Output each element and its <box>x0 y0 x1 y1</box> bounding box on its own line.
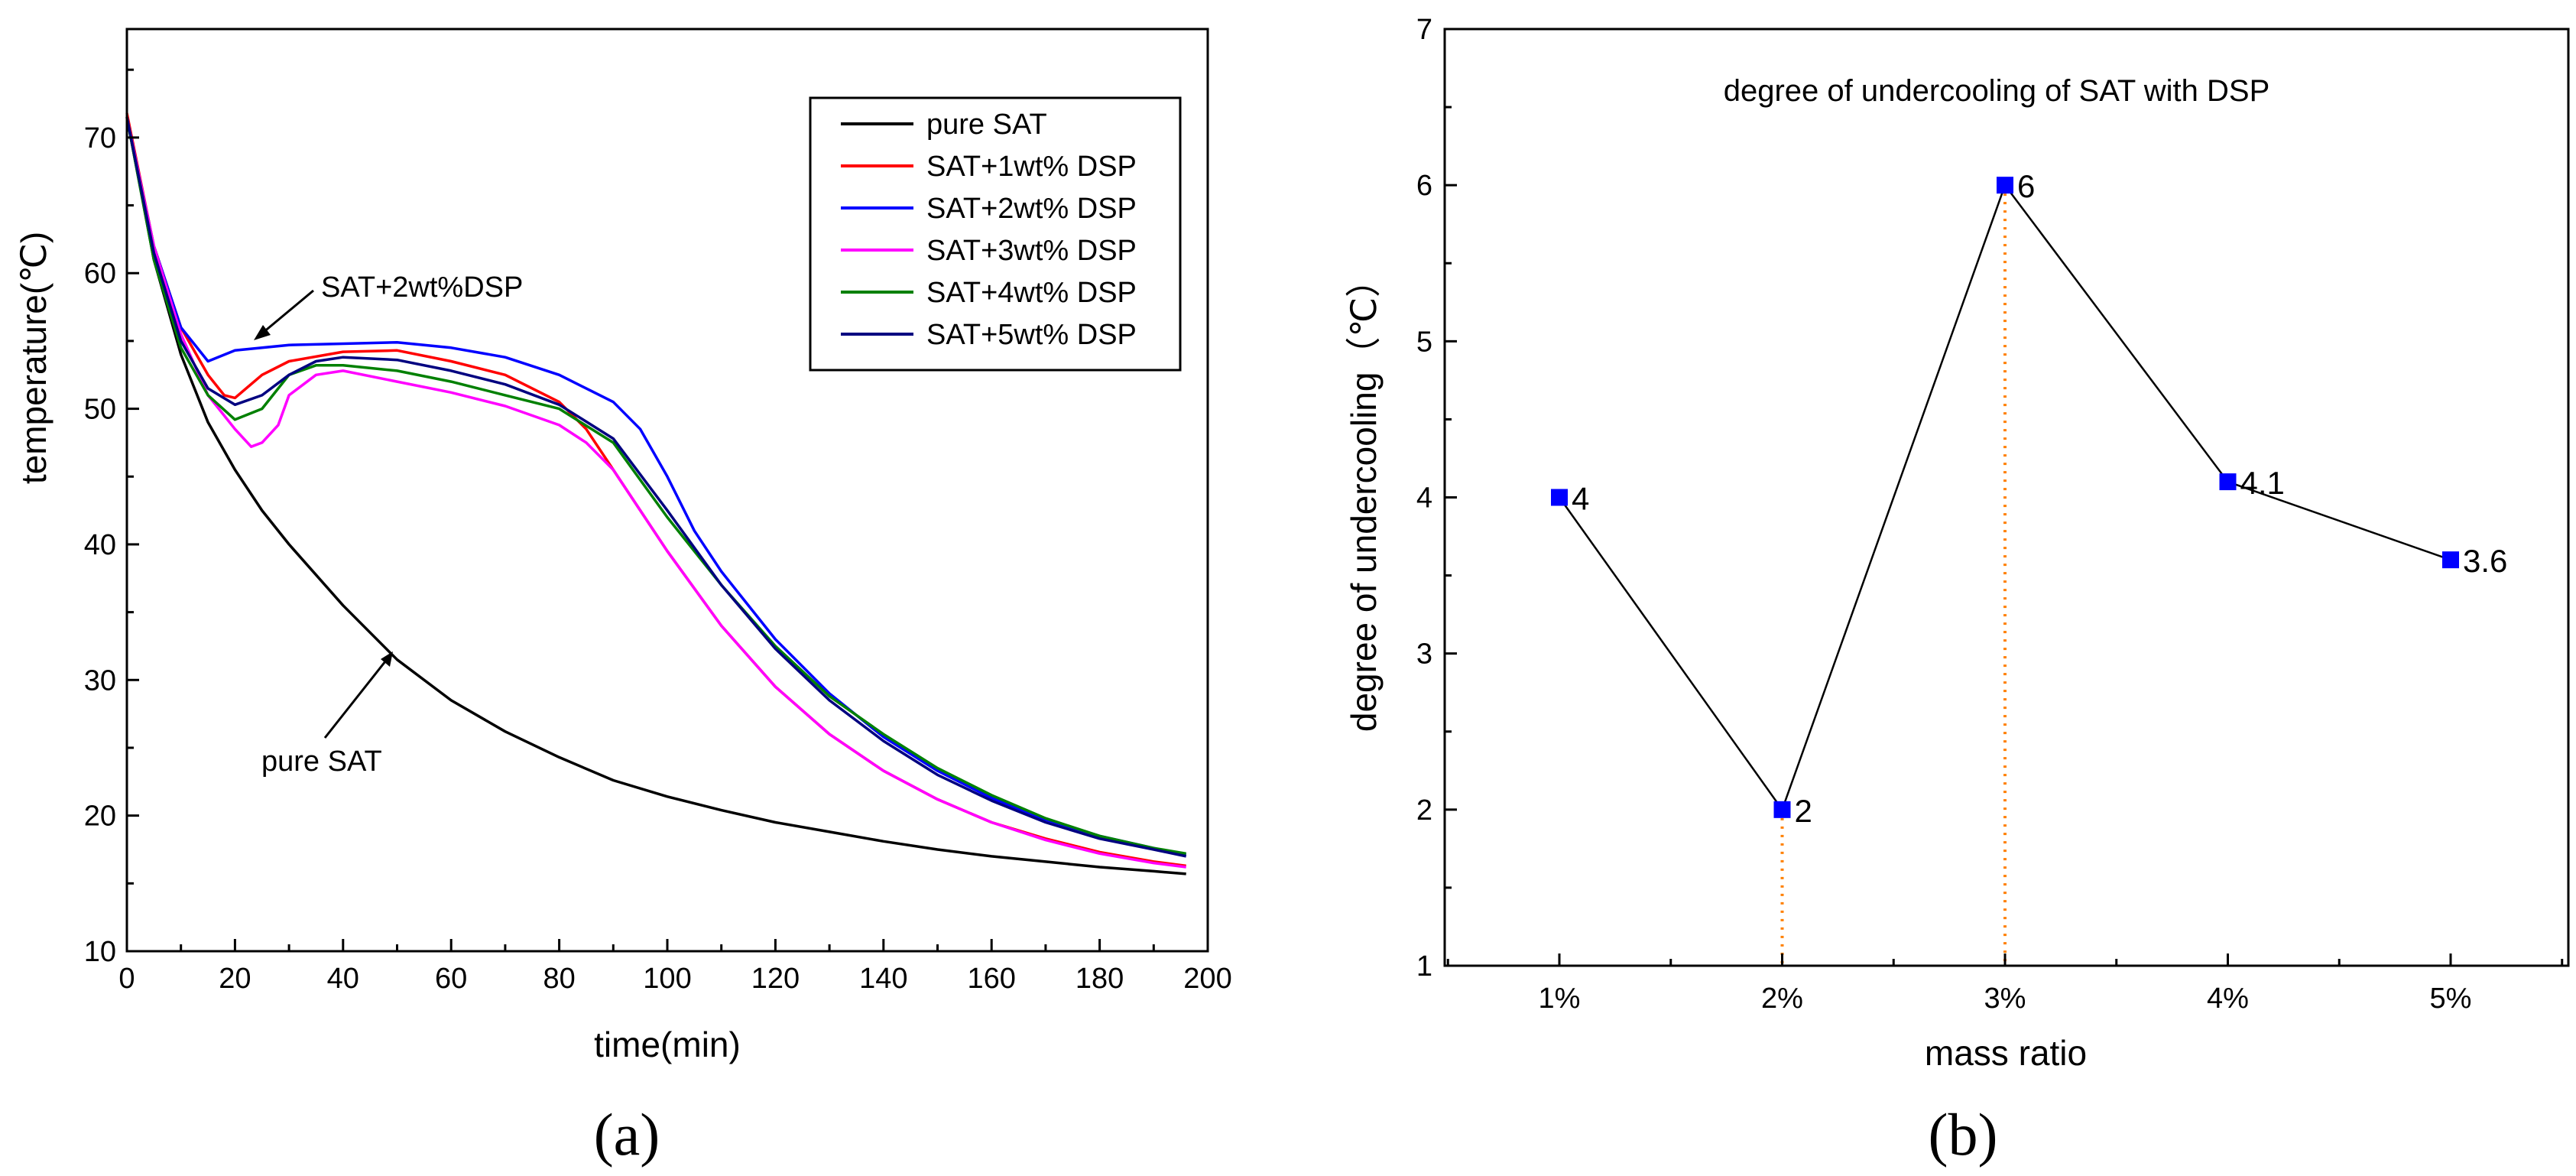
x-tick-label: 60 <box>435 963 467 995</box>
panel-b-title: degree of undercooling of SAT with DSP <box>1724 74 2270 108</box>
x-tick-label: 0 <box>118 963 135 995</box>
y-tick-label: 3 <box>1416 638 1432 671</box>
data-point-1 <box>1773 801 1791 818</box>
panel-a-annotation-2wt: SAT+2wt%DSP <box>254 271 523 340</box>
data-label-4: 3.6 <box>2463 543 2507 579</box>
annotation-arrowhead-2wt <box>254 325 271 340</box>
panel-a: 0 20 40 60 80 100 120 140 160 180 200 10 20 30 40 50 60… <box>14 28 1232 1168</box>
legend-label-3: SAT+3wt% DSP <box>926 235 1137 267</box>
annotation-arrow-pure <box>323 657 390 739</box>
panel-a-yticks: 10 20 30 40 50 60 70 <box>84 68 139 968</box>
legend-label-0: pure SAT <box>926 109 1047 141</box>
series-line-3 <box>125 116 1186 869</box>
y-tick-label: 4 <box>1416 482 1432 515</box>
legend-label-4: SAT+4wt% DSP <box>926 277 1137 309</box>
y-tick-label: 40 <box>84 529 116 561</box>
x-tick-label: 4% <box>2207 983 2249 1015</box>
panel-b-points: 4 2 6 4.1 3.6 <box>1551 168 2507 829</box>
data-point-3 <box>2219 473 2237 491</box>
y-tick-label: 1 <box>1416 950 1432 983</box>
data-label-2: 6 <box>2017 168 2035 204</box>
x-tick-label: 200 <box>1183 963 1231 995</box>
y-tick-label: 20 <box>84 801 116 833</box>
x-tick-label: 1% <box>1539 983 1581 1015</box>
panel-a-caption: (a) <box>594 1101 660 1168</box>
panel-a-x-axis-label: time(min) <box>594 1025 741 1064</box>
data-label-1: 2 <box>1795 793 1812 829</box>
x-tick-label: 180 <box>1075 963 1124 995</box>
annotation-label-pure: pure SAT <box>261 746 382 778</box>
panel-a-series <box>125 112 1187 876</box>
y-tick-label: 60 <box>84 258 116 290</box>
panel-b-drop-lines <box>1780 185 2007 966</box>
data-point-0 <box>1551 489 1568 506</box>
panel-a-xticks: 0 20 40 60 80 100 120 140 160 180 200 <box>118 939 1232 995</box>
y-tick-label: 6 <box>1416 170 1432 202</box>
panel-b-y-axis-label: degree of undercooling（℃） <box>1344 262 1384 732</box>
panel-a-y-axis-label: temperature(℃) <box>14 232 54 484</box>
x-tick-label: 140 <box>859 963 907 995</box>
annotation-arrow-2wt <box>258 289 314 338</box>
y-tick-label: 70 <box>84 122 116 154</box>
annotation-arrowhead-pure <box>381 651 393 667</box>
legend-label-1: SAT+1wt% DSP <box>926 151 1137 183</box>
x-tick-label: 160 <box>967 963 1015 995</box>
y-tick-label: 50 <box>84 394 116 426</box>
y-tick-label: 30 <box>84 664 116 697</box>
panel-b-caption: (b) <box>1929 1101 1998 1168</box>
legend-label-5: SAT+5wt% DSP <box>926 319 1137 351</box>
data-point-2 <box>1997 177 2013 194</box>
x-tick-label: 5% <box>2430 983 2472 1015</box>
data-label-3: 4.1 <box>2240 465 2285 501</box>
data-label-0: 4 <box>1572 481 1589 517</box>
panel-b: degree of undercooling of SAT with DSP 1… <box>1344 14 2570 1168</box>
y-tick-label: 5 <box>1416 326 1432 358</box>
x-tick-label: 20 <box>219 963 251 995</box>
x-tick-label: 120 <box>751 963 800 995</box>
x-tick-label: 40 <box>327 963 359 995</box>
legend-label-2: SAT+2wt% DSP <box>926 193 1137 225</box>
panel-a-legend: pure SAT SAT+1wt% DSP SAT+2wt% DSP SAT+3wt%… <box>809 96 1182 372</box>
panel-b-yticks: 1 2 3 4 5 6 7 <box>1416 14 1457 983</box>
x-tick-label: 100 <box>643 963 691 995</box>
panel-b-x-axis-label: mass ratio <box>1925 1033 2087 1073</box>
x-tick-label: 3% <box>1984 983 2026 1015</box>
series-line-4 <box>125 116 1186 856</box>
panel-a-annotation-pure: pure SAT <box>261 651 393 778</box>
y-tick-label: 7 <box>1416 14 1432 46</box>
y-tick-label: 2 <box>1416 794 1432 827</box>
series-line-0 <box>125 116 1186 876</box>
x-tick-label: 2% <box>1761 983 1803 1015</box>
panel-a-legend-box <box>809 96 1182 372</box>
annotation-label-2wt: SAT+2wt%DSP <box>321 271 523 304</box>
series-line-5 <box>125 116 1187 858</box>
x-tick-label: 80 <box>543 963 575 995</box>
panel-b-xticks: 1% 2% 3% 4% 5% <box>1446 953 2564 1015</box>
series-line-2 <box>125 116 1187 856</box>
y-tick-label: 10 <box>84 936 116 968</box>
data-point-4 <box>2442 551 2459 569</box>
